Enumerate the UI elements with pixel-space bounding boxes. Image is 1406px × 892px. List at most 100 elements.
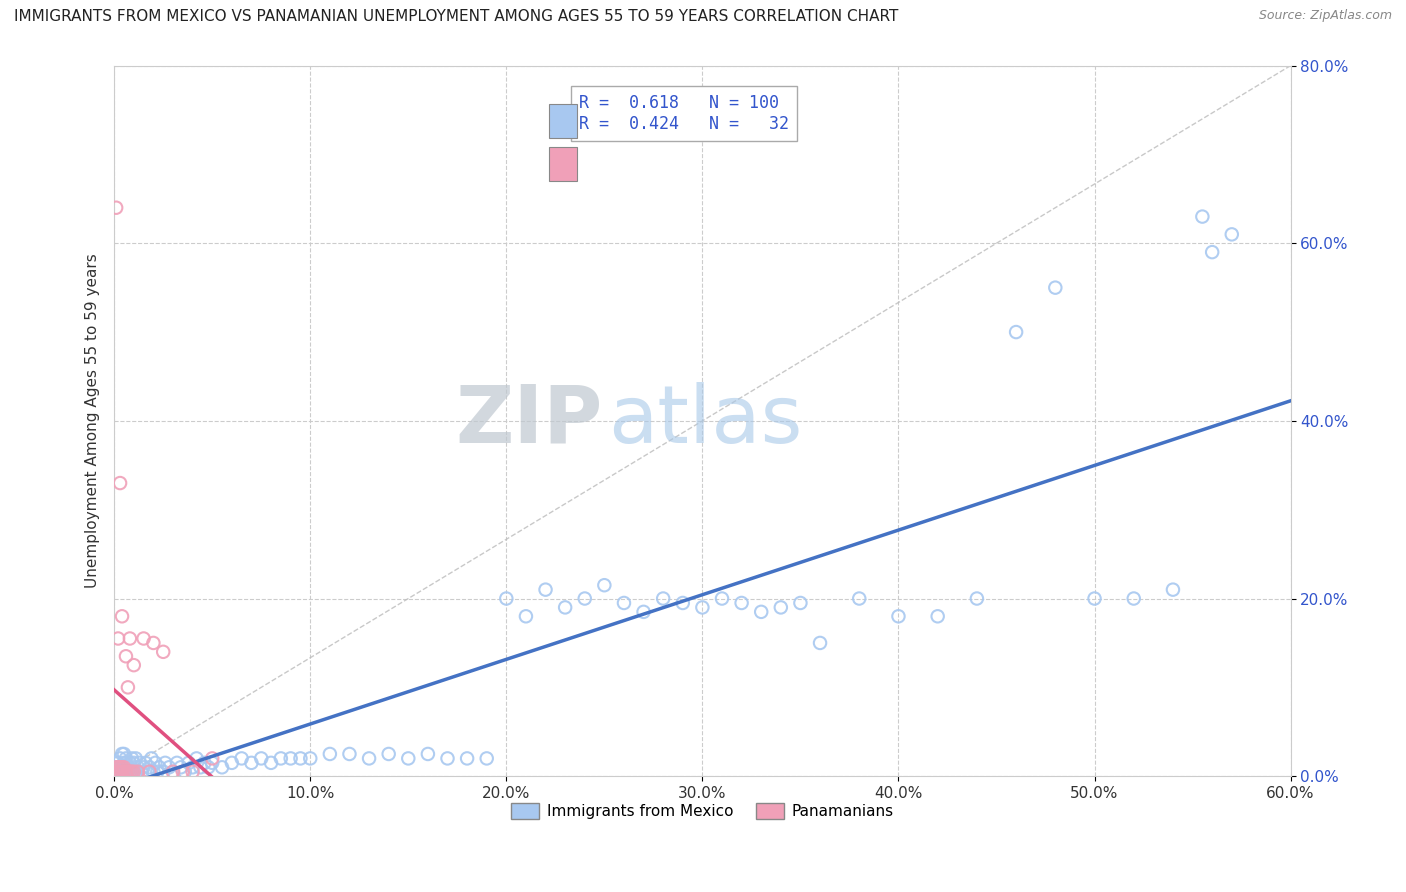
Point [1122,591,1144,606]
Point [108,760,131,774]
Point [111,760,134,774]
Text: atlas: atlas [609,382,803,460]
Point [122,756,145,770]
Point [456,751,478,765]
Point [152,764,174,779]
Point [280,751,302,765]
Point [515,609,537,624]
Point [319,747,342,761]
Point [290,751,312,765]
Point [132,760,155,774]
Point [186,751,208,765]
Point [153,756,176,770]
Point [118,764,141,779]
Point [108,764,131,779]
Point [966,591,988,606]
Text: IMMIGRANTS FROM MEXICO VS PANAMANIAN UNEMPLOYMENT AMONG AGES 55 TO 59 YEARS CORR: IMMIGRANTS FROM MEXICO VS PANAMANIAN UNE… [14,9,898,24]
Point [107,756,129,770]
Point [197,760,219,774]
Point [396,751,419,765]
Point [118,764,141,779]
Point [534,582,557,597]
Legend: Immigrants from Mexico, Panamanians: Immigrants from Mexico, Panamanians [505,797,900,825]
Point [111,760,134,774]
Point [593,578,616,592]
Point [270,751,292,765]
Point [107,760,129,774]
Point [111,609,134,624]
Point [652,591,675,606]
Point [142,636,165,650]
Point [111,764,134,779]
Point [115,764,138,779]
Point [789,596,811,610]
Point [170,760,193,774]
Point [769,600,792,615]
Point [211,760,233,774]
Point [117,681,139,695]
Point [127,764,149,779]
Point [131,764,153,779]
Point [1191,210,1213,224]
Point [132,632,155,646]
Point [148,760,170,774]
Point [107,632,129,646]
Point [495,591,517,606]
Point [1005,325,1028,339]
Point [181,764,204,779]
Point [122,658,145,673]
Point [112,760,135,774]
Point [692,600,714,615]
Text: ZIP: ZIP [456,382,602,460]
Point [117,760,139,774]
Point [240,756,263,770]
Point [122,764,145,779]
Point [112,747,135,761]
Point [574,591,596,606]
Point [299,751,322,765]
Point [111,764,134,779]
Point [193,756,215,770]
Point [105,760,128,774]
Point [138,764,160,779]
Point [111,747,134,761]
Point [108,760,131,774]
FancyBboxPatch shape [550,104,576,138]
Point [117,764,139,779]
Text: Source: ZipAtlas.com: Source: ZipAtlas.com [1258,9,1392,22]
Point [359,751,381,765]
Point [117,764,139,779]
Point [1083,591,1105,606]
Point [112,764,135,779]
Point [112,764,135,779]
Point [416,747,439,761]
Point [135,756,157,770]
Point [190,760,212,774]
Point [122,764,145,779]
Point [141,751,163,765]
Text: R =  0.618   N = 100
R =  0.424   N =   32: R = 0.618 N = 100 R = 0.424 N = 32 [579,94,789,133]
Point [672,596,695,610]
Point [1220,227,1243,242]
Point [115,751,138,765]
Point [138,760,160,774]
Point [157,760,180,774]
Point [125,751,148,765]
Point [221,756,243,770]
Point [115,649,138,664]
Point [730,596,752,610]
Point [105,764,128,779]
Point [172,764,194,779]
Point [231,751,253,765]
Point [146,764,169,779]
Point [181,760,204,774]
Point [105,201,128,215]
Point [145,756,167,770]
Point [1045,280,1067,294]
Point [115,756,138,770]
Point [115,764,138,779]
Point [118,756,141,770]
Point [927,609,949,624]
Point [112,756,135,770]
Point [260,756,283,770]
